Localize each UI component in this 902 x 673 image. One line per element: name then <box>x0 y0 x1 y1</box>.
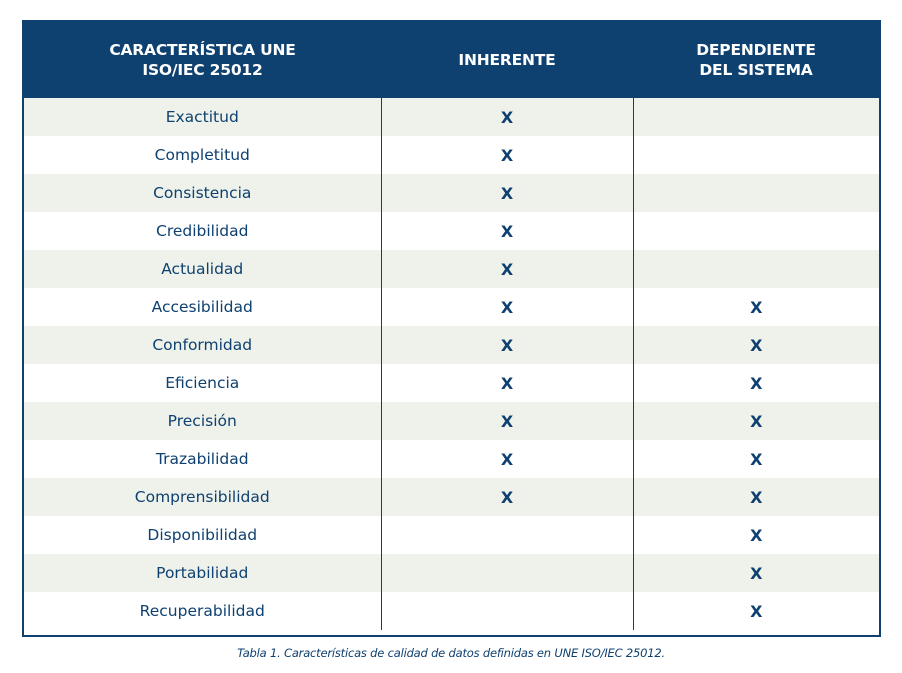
table-caption: Tabla 1. Características de calidad de d… <box>237 646 665 660</box>
characteristic-name: Consistencia <box>24 174 381 212</box>
characteristic-name: Precisión <box>24 402 381 440</box>
characteristic-name: Recuperabilidad <box>24 592 381 630</box>
table-row: Disponibilidad X <box>24 516 879 554</box>
characteristic-name: Disponibilidad <box>24 516 381 554</box>
inherent-mark: X <box>380 250 633 288</box>
inherent-mark: X <box>380 288 633 326</box>
header-inherent: INHERENTE <box>381 22 633 98</box>
characteristic-name: Trazabilidad <box>24 440 381 478</box>
characteristic-name: Completitud <box>24 136 381 174</box>
system-dependent-mark <box>632 174 879 212</box>
system-dependent-mark: X <box>632 516 879 554</box>
table-row: Recuperabilidad X <box>24 592 879 630</box>
table-row: Conformidad X X <box>24 326 879 364</box>
system-dependent-mark <box>632 212 879 250</box>
system-dependent-mark <box>632 136 879 174</box>
inherent-mark: X <box>380 212 633 250</box>
table-row: Consistencia X <box>24 174 879 212</box>
inherent-mark: X <box>380 440 633 478</box>
system-dependent-mark: X <box>632 326 879 364</box>
inherent-mark <box>380 516 633 554</box>
characteristic-name: Exactitud <box>24 98 381 136</box>
characteristic-name: Actualidad <box>24 250 381 288</box>
table-row: Portabilidad X <box>24 554 879 592</box>
table-row: Comprensibilidad X X <box>24 478 879 516</box>
inherent-mark: X <box>380 402 633 440</box>
inherent-mark: X <box>380 364 633 402</box>
system-dependent-mark <box>632 98 879 136</box>
quality-characteristics-table-frame: CARACTERÍSTICA UNE ISO/IEC 25012 INHEREN… <box>22 20 881 637</box>
table-row: Accesibilidad X X <box>24 288 879 326</box>
inherent-mark: X <box>380 326 633 364</box>
system-dependent-mark: X <box>632 478 879 516</box>
table-row: Precisión X X <box>24 402 879 440</box>
header-row: CARACTERÍSTICA UNE ISO/IEC 25012 INHEREN… <box>24 22 879 98</box>
system-dependent-mark <box>632 250 879 288</box>
quality-characteristics-table: CARACTERÍSTICA UNE ISO/IEC 25012 INHEREN… <box>24 22 879 630</box>
inherent-mark: X <box>380 136 633 174</box>
characteristic-name: Portabilidad <box>24 554 381 592</box>
characteristic-name: Conformidad <box>24 326 381 364</box>
table-row: Actualidad X <box>24 250 879 288</box>
characteristic-name: Eficiencia <box>24 364 381 402</box>
characteristic-name: Comprensibilidad <box>24 478 381 516</box>
system-dependent-mark: X <box>632 364 879 402</box>
table-row: Exactitud X <box>24 98 879 136</box>
table-row: Completitud X <box>24 136 879 174</box>
table-row: Trazabilidad X X <box>24 440 879 478</box>
table-row: Credibilidad X <box>24 212 879 250</box>
table-body: Exactitud X Completitud X Consistencia X… <box>24 98 879 630</box>
inherent-mark: X <box>380 174 633 212</box>
system-dependent-mark: X <box>632 288 879 326</box>
system-dependent-mark: X <box>632 554 879 592</box>
inherent-mark: X <box>380 478 633 516</box>
characteristic-name: Credibilidad <box>24 212 381 250</box>
table-row: Eficiencia X X <box>24 364 879 402</box>
system-dependent-mark: X <box>632 592 879 630</box>
characteristic-name: Accesibilidad <box>24 288 381 326</box>
inherent-mark <box>380 592 633 630</box>
inherent-mark <box>380 554 633 592</box>
header-system-dependent: DEPENDIENTE DEL SISTEMA <box>633 22 879 98</box>
header-characteristic: CARACTERÍSTICA UNE ISO/IEC 25012 <box>24 22 381 98</box>
table-header: CARACTERÍSTICA UNE ISO/IEC 25012 INHEREN… <box>24 22 879 98</box>
inherent-mark: X <box>380 98 633 136</box>
system-dependent-mark: X <box>632 440 879 478</box>
system-dependent-mark: X <box>632 402 879 440</box>
